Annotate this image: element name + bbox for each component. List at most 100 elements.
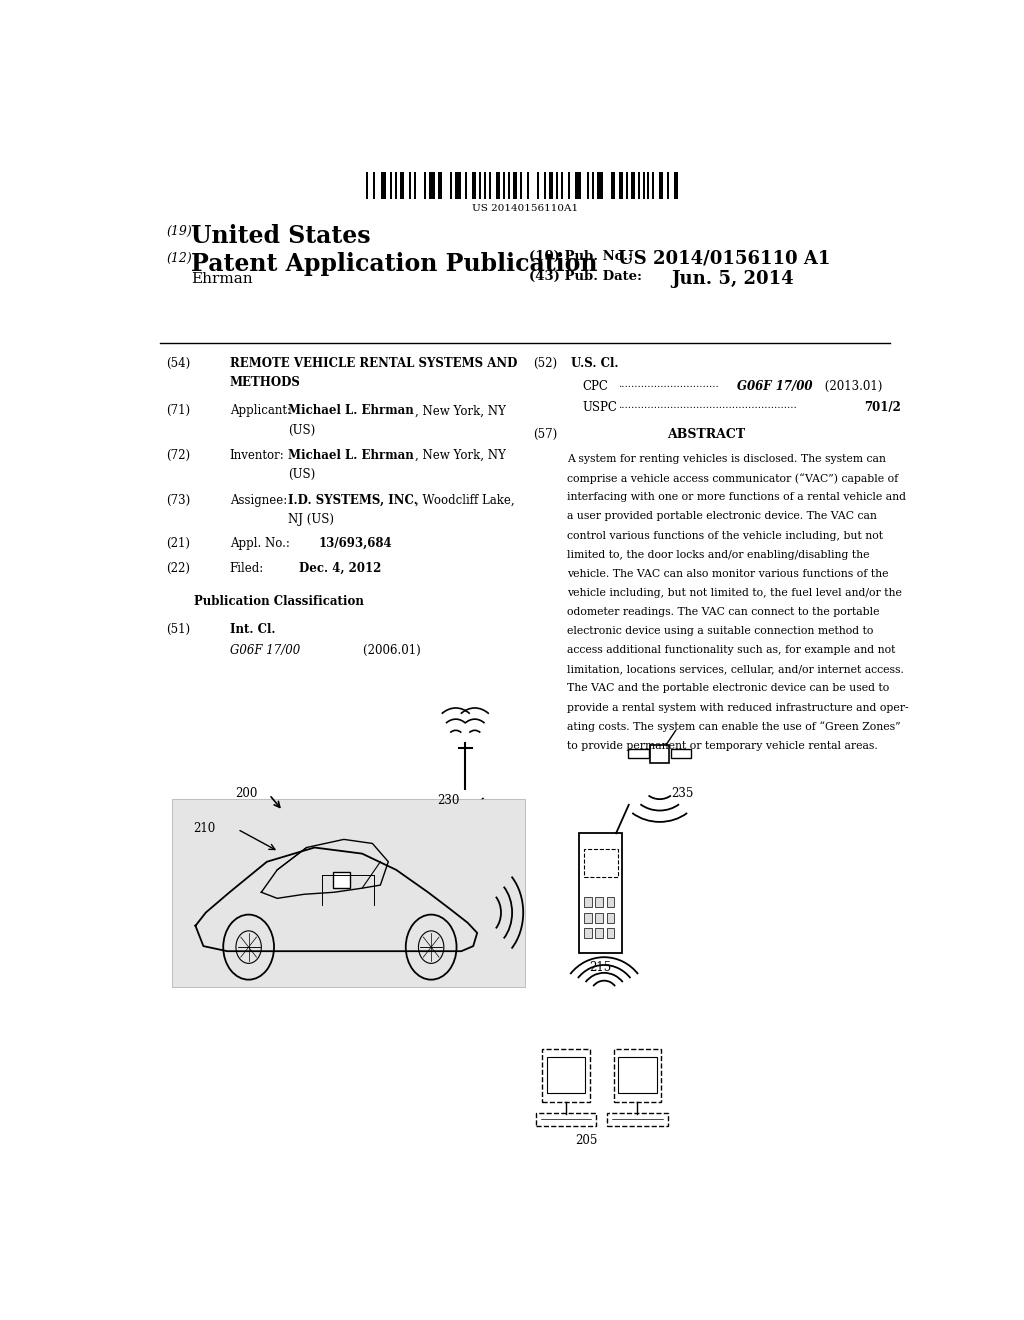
Text: (22): (22) xyxy=(166,562,190,576)
Text: (US): (US) xyxy=(289,424,315,437)
Text: (73): (73) xyxy=(166,494,190,507)
Bar xyxy=(652,172,654,199)
Text: .......................................................: ........................................… xyxy=(618,401,798,411)
Bar xyxy=(536,1113,596,1126)
Text: G06F 17/00: G06F 17/00 xyxy=(229,644,300,657)
Text: Michael L. Ehrman: Michael L. Ehrman xyxy=(289,404,414,417)
Text: 200: 200 xyxy=(236,787,257,800)
Text: odometer readings. The VAC can connect to the portable: odometer readings. The VAC can connect t… xyxy=(567,607,880,616)
Bar xyxy=(575,172,582,199)
Bar xyxy=(465,172,467,199)
Text: (51): (51) xyxy=(166,623,190,636)
Text: I.D. SYSTEMS, INC.: I.D. SYSTEMS, INC. xyxy=(289,494,418,507)
Bar xyxy=(556,172,558,199)
Text: (10) Pub. No.:: (10) Pub. No.: xyxy=(528,249,633,263)
Bar xyxy=(479,172,481,199)
Text: Michael L. Ehrman: Michael L. Ehrman xyxy=(289,449,414,462)
Text: (2013.01): (2013.01) xyxy=(821,380,883,393)
Bar xyxy=(472,172,476,199)
Bar xyxy=(547,1057,585,1093)
Text: ating costs. The system can enable the use of “Green Zones”: ating costs. The system can enable the u… xyxy=(567,722,900,733)
Text: (54): (54) xyxy=(166,356,190,370)
Text: Applicant:: Applicant: xyxy=(229,404,291,417)
Bar xyxy=(424,172,426,199)
Bar xyxy=(520,172,522,199)
Text: limited to, the door locks and/or enabling/disabling the: limited to, the door locks and/or enabli… xyxy=(567,549,869,560)
Bar xyxy=(611,172,615,199)
Text: REMOTE VEHICLE RENTAL SYSTEMS AND: REMOTE VEHICLE RENTAL SYSTEMS AND xyxy=(229,356,517,370)
Text: Publication Classification: Publication Classification xyxy=(194,595,364,609)
Text: NJ (US): NJ (US) xyxy=(289,513,334,527)
Bar xyxy=(527,172,529,199)
Text: comprise a vehicle access communicator (“VAC”) capable of: comprise a vehicle access communicator (… xyxy=(567,474,898,484)
Bar xyxy=(650,744,670,763)
Bar xyxy=(606,912,614,923)
Text: ABSTRACT: ABSTRACT xyxy=(667,428,744,441)
Text: 215: 215 xyxy=(589,961,611,974)
Bar xyxy=(626,172,628,199)
Text: interfacing with one or more functions of a rental vehicle and: interfacing with one or more functions o… xyxy=(567,492,906,503)
Bar xyxy=(613,1049,662,1102)
Bar xyxy=(374,172,375,199)
Text: (57): (57) xyxy=(532,428,557,441)
Bar xyxy=(367,172,368,199)
Text: vehicle. The VAC can also monitor various functions of the: vehicle. The VAC can also monitor variou… xyxy=(567,569,889,579)
Bar xyxy=(503,172,505,199)
Text: 230: 230 xyxy=(437,793,460,807)
Bar xyxy=(381,172,386,199)
Bar xyxy=(429,172,434,199)
Text: (12): (12) xyxy=(166,252,191,265)
Text: 13/693,684: 13/693,684 xyxy=(318,536,392,549)
Text: Filed:: Filed: xyxy=(229,562,264,576)
Text: United States: United States xyxy=(191,224,371,248)
Bar xyxy=(618,172,623,199)
Text: (2006.01): (2006.01) xyxy=(333,644,421,657)
Text: US 20140156110A1: US 20140156110A1 xyxy=(472,205,578,213)
Text: Appl. No.:: Appl. No.: xyxy=(229,536,290,549)
Bar xyxy=(561,172,563,199)
Bar xyxy=(647,172,649,199)
Bar xyxy=(667,172,669,199)
Bar xyxy=(618,1057,656,1093)
Text: (52): (52) xyxy=(532,356,557,370)
Text: CPC: CPC xyxy=(583,380,608,393)
Bar xyxy=(595,912,603,923)
Bar xyxy=(671,748,691,758)
Bar xyxy=(484,172,486,199)
Text: control various functions of the vehicle including, but not: control various functions of the vehicle… xyxy=(567,531,883,541)
Text: vehicle including, but not limited to, the fuel level and/or the: vehicle including, but not limited to, t… xyxy=(567,587,902,598)
Bar xyxy=(438,172,442,199)
Bar xyxy=(585,912,592,923)
Text: , Woodcliff Lake,: , Woodcliff Lake, xyxy=(416,494,515,507)
Bar xyxy=(592,172,594,199)
Text: A system for renting vehicles is disclosed. The system can: A system for renting vehicles is disclos… xyxy=(567,454,886,465)
Text: 701/2: 701/2 xyxy=(864,401,901,414)
Bar xyxy=(607,1113,668,1126)
Bar xyxy=(659,172,664,199)
Bar xyxy=(631,172,635,199)
Bar xyxy=(543,1049,590,1102)
Bar xyxy=(628,748,648,758)
Bar xyxy=(585,928,592,939)
Bar xyxy=(395,172,397,199)
Bar xyxy=(549,172,553,199)
Bar xyxy=(606,898,614,907)
Bar xyxy=(595,928,603,939)
Text: Ehrman: Ehrman xyxy=(191,272,253,286)
Text: a user provided portable electronic device. The VAC can: a user provided portable electronic devi… xyxy=(567,511,877,521)
Text: (71): (71) xyxy=(166,404,190,417)
Bar xyxy=(643,172,645,199)
Text: Int. Cl.: Int. Cl. xyxy=(229,623,275,636)
Bar xyxy=(508,172,510,199)
Text: Jun. 5, 2014: Jun. 5, 2014 xyxy=(672,271,795,288)
Bar xyxy=(488,172,490,199)
Text: to provide permanent or temporary vehicle rental areas.: to provide permanent or temporary vehicl… xyxy=(567,741,878,751)
Bar xyxy=(513,172,517,199)
Text: The VAC and the portable electronic device can be used to: The VAC and the portable electronic devi… xyxy=(567,684,889,693)
Text: (US): (US) xyxy=(289,469,315,482)
Text: (19): (19) xyxy=(166,224,191,238)
Text: US 2014/0156110 A1: US 2014/0156110 A1 xyxy=(618,249,830,268)
Text: access additional functionality such as, for example and not: access additional functionality such as,… xyxy=(567,645,895,655)
Text: METHODS: METHODS xyxy=(229,376,300,389)
Text: limitation, locations services, cellular, and/or internet access.: limitation, locations services, cellular… xyxy=(567,664,904,675)
